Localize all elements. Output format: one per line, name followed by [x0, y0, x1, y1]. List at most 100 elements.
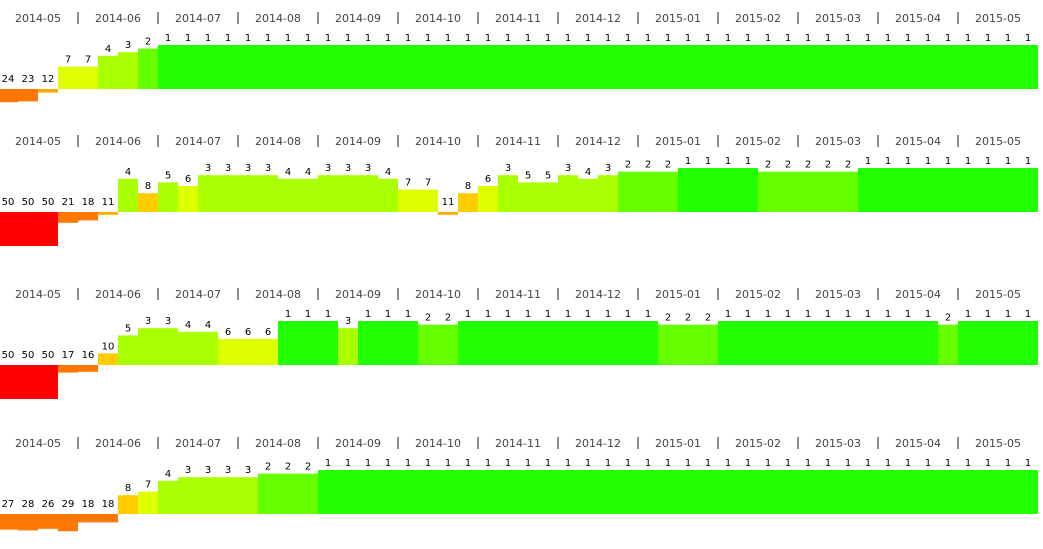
rank-bar	[898, 45, 918, 89]
rank-value-label: 1	[365, 33, 371, 44]
rank-bar	[758, 470, 778, 514]
rank-value-label: 29	[62, 499, 75, 510]
rank-bar	[818, 171, 838, 212]
rank-value-label: 1	[645, 458, 651, 469]
rank-value-label: 5	[525, 170, 531, 181]
rank-bar	[458, 45, 478, 89]
rank-value-label: 1	[385, 458, 391, 469]
month-tick-label: 2015-01	[655, 135, 701, 148]
rank-bar	[858, 168, 878, 212]
rank-bar	[838, 171, 858, 212]
rank-bar	[1018, 321, 1038, 365]
rank-value-label: 4	[165, 469, 171, 480]
rank-bar	[158, 480, 178, 514]
rank-value-label: 6	[245, 327, 251, 338]
rank-bar	[598, 321, 618, 365]
rank-value-label: 50	[42, 197, 55, 208]
rank-value-label: 1	[805, 309, 811, 320]
rank-bar	[358, 175, 378, 212]
rank-value-label: 1	[505, 309, 511, 320]
rank-bar	[98, 353, 118, 365]
rank-value-label: 1	[785, 33, 791, 44]
rank-value-label: 1	[885, 309, 891, 320]
rank-value-label: 1	[205, 33, 211, 44]
rank-bar	[738, 321, 758, 365]
rank-value-label: 6	[265, 327, 271, 338]
rank-bar	[158, 328, 178, 365]
rank-value-label: 1	[705, 458, 711, 469]
rank-value-label: 3	[605, 163, 611, 174]
rank-bar	[338, 328, 358, 365]
rank-bar	[598, 45, 618, 89]
rank-bar	[478, 45, 498, 89]
rank-value-label: 5	[125, 323, 131, 334]
rank-bar	[638, 171, 658, 212]
rank-bar	[718, 168, 738, 212]
rank-bar	[438, 324, 458, 365]
rank-value-label: 1	[1025, 33, 1031, 44]
rank-value-label: 1	[685, 458, 691, 469]
rank-bar	[278, 178, 298, 212]
rank-value-label: 1	[565, 458, 571, 469]
rank-value-label: 3	[145, 316, 151, 327]
rank-bar	[0, 212, 18, 246]
rank-bar	[658, 45, 678, 89]
rank-value-label: 1	[485, 33, 491, 44]
rank-value-label: 2	[845, 160, 851, 171]
rank-bar	[498, 175, 518, 212]
rank-value-label: 3	[125, 40, 131, 51]
rank-value-label: 1	[665, 458, 671, 469]
rank-value-label: 1	[765, 33, 771, 44]
rank-bar	[298, 473, 318, 514]
month-tick-label: 2014-08	[255, 135, 301, 148]
rank-value-label: 1	[1005, 458, 1011, 469]
rank-value-label: 1	[845, 458, 851, 469]
rank-bar	[98, 55, 118, 89]
rank-bar	[118, 335, 138, 365]
rank-value-label: 1	[965, 33, 971, 44]
rank-value-label: 1	[425, 458, 431, 469]
rank-bar	[578, 178, 598, 212]
rank-value-label: 1	[525, 458, 531, 469]
rank-value-label: 2	[785, 160, 791, 171]
month-tick-label: 2014-09	[335, 288, 381, 301]
rank-bar	[338, 175, 358, 212]
rank-value-label: 1	[645, 33, 651, 44]
month-tick-label: 2014-09	[335, 437, 381, 450]
rank-value-label: 3	[265, 163, 271, 174]
rank-bar	[658, 171, 678, 212]
rank-bar	[0, 514, 18, 530]
rank-value-label: 1	[785, 458, 791, 469]
rank-value-label: 2	[945, 313, 951, 324]
rank-value-label: 1	[485, 309, 491, 320]
rank-bar	[938, 470, 958, 514]
rank-bar	[998, 45, 1018, 89]
rank-value-label: 1	[505, 33, 511, 44]
rank-value-label: 1	[405, 33, 411, 44]
rank-bar	[458, 193, 478, 212]
rank-bar	[838, 45, 858, 89]
rank-bar	[398, 189, 418, 212]
rank-bar	[158, 182, 178, 212]
rank-chart-3: 2014-05 2014-06 2014-07 2014-08 2014-09 2014-…	[0, 288, 1038, 399]
rank-bar	[318, 175, 338, 212]
rank-value-label: 1	[1005, 309, 1011, 320]
rank-value-label: 50	[22, 350, 35, 361]
rank-value-label: 11	[442, 197, 455, 208]
rank-bar	[958, 321, 978, 365]
rank-value-label: 1	[1005, 156, 1011, 167]
rank-value-label: 1	[705, 33, 711, 44]
rank-value-label: 1	[885, 156, 891, 167]
rank-bar	[478, 470, 498, 514]
rank-value-label: 1	[165, 33, 171, 44]
rank-bar	[818, 321, 838, 365]
rank-bar	[738, 470, 758, 514]
rank-value-label: 11	[102, 197, 115, 208]
rank-value-label: 2	[685, 313, 691, 324]
rank-value-label: 1	[645, 309, 651, 320]
month-tick-label: 2015-04	[895, 135, 941, 148]
rank-value-label: 1	[365, 309, 371, 320]
rank-value-label: 3	[565, 163, 571, 174]
month-tick-label: 2014-10	[415, 288, 461, 301]
rank-value-label: 2	[445, 313, 451, 324]
